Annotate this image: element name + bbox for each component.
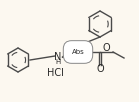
Polygon shape bbox=[62, 50, 72, 58]
Text: Abs: Abs bbox=[72, 49, 84, 55]
Text: H: H bbox=[56, 59, 61, 65]
Text: O: O bbox=[103, 43, 110, 53]
Text: HCl: HCl bbox=[47, 68, 63, 78]
Text: O: O bbox=[96, 64, 104, 74]
Text: N: N bbox=[54, 52, 62, 62]
